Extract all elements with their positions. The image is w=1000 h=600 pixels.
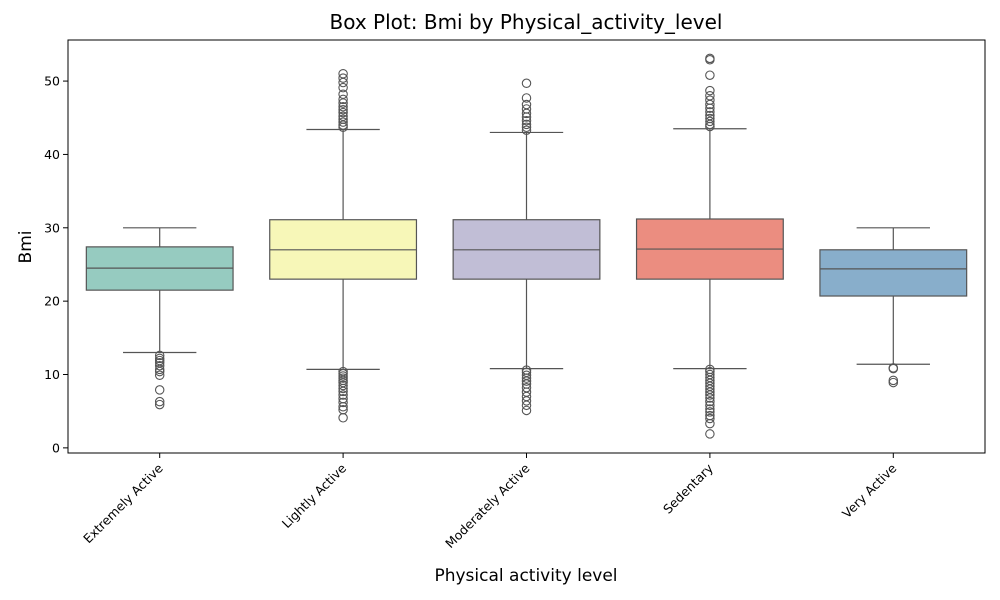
x-tick-label: Moderately Active <box>442 460 533 551</box>
outlier-point <box>338 413 348 423</box>
outlier-point <box>705 85 715 96</box>
outlier-point <box>338 94 348 105</box>
outlier-point <box>338 390 348 400</box>
y-tick-label: 50 <box>44 74 60 89</box>
outlier-point <box>705 110 715 121</box>
outlier-point <box>338 68 348 79</box>
outlier-point <box>705 404 715 414</box>
chart-title: Box Plot: Bmi by Physical_activity_level <box>329 10 723 34</box>
outlier-point <box>705 116 715 127</box>
x-tick-label: Sedentary <box>660 460 716 516</box>
outlier-point <box>338 104 348 115</box>
outlier-point <box>338 102 348 112</box>
outlier-point <box>705 396 715 407</box>
y-axis-label: Bmi <box>16 231 36 264</box>
outlier-point <box>521 370 532 380</box>
outlier-point <box>154 396 165 407</box>
outlier-point <box>338 114 348 124</box>
outlier-point <box>338 82 348 93</box>
x-tick-label: Lightly Active <box>279 460 350 531</box>
outlier-point <box>338 397 348 408</box>
outlier-point <box>521 99 532 110</box>
outlier-point <box>154 370 165 380</box>
outlier-point <box>338 393 348 404</box>
outlier-point <box>705 407 715 417</box>
outlier-point <box>705 410 715 421</box>
outlier-point <box>705 364 715 375</box>
outlier-point <box>521 119 532 130</box>
outlier-point <box>521 104 532 114</box>
plot-marks <box>85 53 968 439</box>
outlier-point <box>705 53 715 64</box>
x-axis-ticks: Extremely Active Lightly Active Moderately… <box>80 453 900 551</box>
y-tick-label: 0 <box>52 440 60 455</box>
outlier-point <box>521 382 532 393</box>
box-group-extremely-active <box>85 227 234 410</box>
outlier-point <box>521 125 532 135</box>
outlier-point <box>705 369 715 380</box>
outlier-point <box>154 350 165 361</box>
outlier-point <box>705 70 715 80</box>
box-group-lightly-active <box>269 68 418 423</box>
outlier-point <box>888 377 899 388</box>
outlier-point <box>154 366 165 377</box>
outlier-point <box>154 399 165 410</box>
outlier-point <box>705 95 715 105</box>
x-tick-label: Very Active <box>839 460 900 521</box>
outlier-point <box>338 89 348 100</box>
box <box>819 249 968 297</box>
outlier-point <box>521 115 532 126</box>
outlier-point <box>521 365 532 375</box>
x-axis-label: Physical activity level <box>434 566 617 586</box>
outlier-point <box>705 107 715 117</box>
outlier-point <box>705 413 715 424</box>
outlier-point <box>521 78 532 89</box>
outlier-point <box>705 91 715 101</box>
box-group-moderately-active <box>452 78 601 416</box>
outlier-point <box>338 404 348 415</box>
y-tick-label: 30 <box>44 220 60 235</box>
outlier-point <box>705 113 715 124</box>
outlier-point <box>154 360 165 371</box>
y-axis-ticks: 0 10 20 30 40 50 <box>44 74 68 455</box>
outlier-point <box>338 117 348 127</box>
outlier-point <box>338 107 348 118</box>
outlier-point <box>705 429 715 439</box>
x-tick-label: Extremely Active <box>80 460 166 546</box>
outlier-point <box>521 93 532 103</box>
outlier-point <box>888 363 899 374</box>
outlier-point <box>521 122 532 133</box>
outlier-point <box>338 366 348 377</box>
outlier-point <box>338 73 348 83</box>
outlier-point <box>338 380 348 391</box>
box-group-very-active <box>819 227 968 388</box>
y-tick-label: 20 <box>44 294 60 309</box>
y-tick-label: 10 <box>44 367 60 382</box>
outlier-point <box>705 400 715 411</box>
y-tick-label: 40 <box>44 147 60 162</box>
box-group-sedentary <box>635 53 784 439</box>
outlier-point <box>338 111 348 122</box>
outlier-point <box>521 405 532 416</box>
outlier-point <box>154 385 165 395</box>
